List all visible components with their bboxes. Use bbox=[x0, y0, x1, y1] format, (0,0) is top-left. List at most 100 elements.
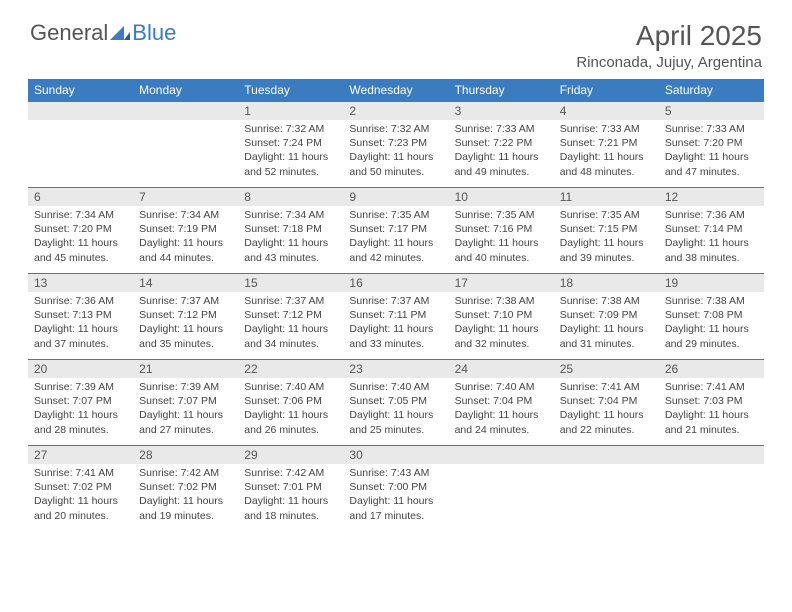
day-number: 23 bbox=[343, 360, 448, 378]
logo-triangle-icon bbox=[110, 26, 130, 40]
day-number: 15 bbox=[238, 274, 343, 292]
calendar-cell bbox=[554, 446, 659, 532]
day-number-empty bbox=[28, 102, 133, 120]
day-number: 17 bbox=[449, 274, 554, 292]
day-number-empty bbox=[554, 446, 659, 464]
day-details: Sunrise: 7:40 AMSunset: 7:06 PMDaylight:… bbox=[238, 378, 343, 439]
day-number: 19 bbox=[659, 274, 764, 292]
weekday-header: Monday bbox=[133, 79, 238, 102]
calendar-cell: 16Sunrise: 7:37 AMSunset: 7:11 PMDayligh… bbox=[343, 274, 448, 360]
day-number: 5 bbox=[659, 102, 764, 120]
day-details: Sunrise: 7:32 AMSunset: 7:23 PMDaylight:… bbox=[343, 120, 448, 181]
location-label: Rinconada, Jujuy, Argentina bbox=[576, 54, 762, 71]
calendar-cell: 3Sunrise: 7:33 AMSunset: 7:22 PMDaylight… bbox=[449, 102, 554, 188]
day-details: Sunrise: 7:41 AMSunset: 7:03 PMDaylight:… bbox=[659, 378, 764, 439]
day-details: Sunrise: 7:37 AMSunset: 7:12 PMDaylight:… bbox=[133, 292, 238, 353]
calendar-cell: 25Sunrise: 7:41 AMSunset: 7:04 PMDayligh… bbox=[554, 360, 659, 446]
calendar-cell: 22Sunrise: 7:40 AMSunset: 7:06 PMDayligh… bbox=[238, 360, 343, 446]
day-number: 21 bbox=[133, 360, 238, 378]
day-number: 2 bbox=[343, 102, 448, 120]
logo-text-blue: Blue bbox=[132, 20, 176, 46]
day-number: 7 bbox=[133, 188, 238, 206]
day-number: 1 bbox=[238, 102, 343, 120]
logo: General Blue bbox=[30, 20, 176, 46]
calendar-cell: 15Sunrise: 7:37 AMSunset: 7:12 PMDayligh… bbox=[238, 274, 343, 360]
day-number: 10 bbox=[449, 188, 554, 206]
weekday-header: Sunday bbox=[28, 79, 133, 102]
day-details: Sunrise: 7:42 AMSunset: 7:01 PMDaylight:… bbox=[238, 464, 343, 525]
day-details: Sunrise: 7:40 AMSunset: 7:05 PMDaylight:… bbox=[343, 378, 448, 439]
day-number: 30 bbox=[343, 446, 448, 464]
calendar-cell: 9Sunrise: 7:35 AMSunset: 7:17 PMDaylight… bbox=[343, 188, 448, 274]
calendar-cell bbox=[659, 446, 764, 532]
calendar-cell: 10Sunrise: 7:35 AMSunset: 7:16 PMDayligh… bbox=[449, 188, 554, 274]
weekday-header: Wednesday bbox=[343, 79, 448, 102]
weekday-header-row: SundayMondayTuesdayWednesdayThursdayFrid… bbox=[28, 79, 764, 102]
header: General Blue April 2025 Rinconada, Jujuy… bbox=[0, 0, 792, 79]
day-details: Sunrise: 7:35 AMSunset: 7:17 PMDaylight:… bbox=[343, 206, 448, 267]
day-details: Sunrise: 7:35 AMSunset: 7:15 PMDaylight:… bbox=[554, 206, 659, 267]
day-number-empty bbox=[133, 102, 238, 120]
day-number-empty bbox=[449, 446, 554, 464]
day-number-empty bbox=[659, 446, 764, 464]
calendar-table: SundayMondayTuesdayWednesdayThursdayFrid… bbox=[28, 79, 764, 532]
calendar-week-row: 6Sunrise: 7:34 AMSunset: 7:20 PMDaylight… bbox=[28, 188, 764, 274]
day-details: Sunrise: 7:34 AMSunset: 7:20 PMDaylight:… bbox=[28, 206, 133, 267]
calendar-week-row: 13Sunrise: 7:36 AMSunset: 7:13 PMDayligh… bbox=[28, 274, 764, 360]
day-number: 20 bbox=[28, 360, 133, 378]
calendar-cell bbox=[28, 102, 133, 188]
calendar-cell: 8Sunrise: 7:34 AMSunset: 7:18 PMDaylight… bbox=[238, 188, 343, 274]
day-number: 22 bbox=[238, 360, 343, 378]
calendar-cell: 2Sunrise: 7:32 AMSunset: 7:23 PMDaylight… bbox=[343, 102, 448, 188]
calendar-cell: 23Sunrise: 7:40 AMSunset: 7:05 PMDayligh… bbox=[343, 360, 448, 446]
calendar-cell: 27Sunrise: 7:41 AMSunset: 7:02 PMDayligh… bbox=[28, 446, 133, 532]
day-number: 6 bbox=[28, 188, 133, 206]
calendar-cell: 19Sunrise: 7:38 AMSunset: 7:08 PMDayligh… bbox=[659, 274, 764, 360]
day-number: 3 bbox=[449, 102, 554, 120]
month-title: April 2025 bbox=[576, 20, 762, 52]
calendar-cell bbox=[449, 446, 554, 532]
weekday-header: Saturday bbox=[659, 79, 764, 102]
day-details: Sunrise: 7:36 AMSunset: 7:13 PMDaylight:… bbox=[28, 292, 133, 353]
weekday-header: Friday bbox=[554, 79, 659, 102]
day-details: Sunrise: 7:37 AMSunset: 7:11 PMDaylight:… bbox=[343, 292, 448, 353]
day-details: Sunrise: 7:35 AMSunset: 7:16 PMDaylight:… bbox=[449, 206, 554, 267]
logo-text-general: General bbox=[30, 20, 108, 46]
day-details: Sunrise: 7:33 AMSunset: 7:22 PMDaylight:… bbox=[449, 120, 554, 181]
day-details: Sunrise: 7:32 AMSunset: 7:24 PMDaylight:… bbox=[238, 120, 343, 181]
day-details: Sunrise: 7:33 AMSunset: 7:21 PMDaylight:… bbox=[554, 120, 659, 181]
day-number: 18 bbox=[554, 274, 659, 292]
day-number: 27 bbox=[28, 446, 133, 464]
day-details: Sunrise: 7:38 AMSunset: 7:09 PMDaylight:… bbox=[554, 292, 659, 353]
day-details: Sunrise: 7:33 AMSunset: 7:20 PMDaylight:… bbox=[659, 120, 764, 181]
calendar-cell: 11Sunrise: 7:35 AMSunset: 7:15 PMDayligh… bbox=[554, 188, 659, 274]
day-number: 26 bbox=[659, 360, 764, 378]
weekday-header: Thursday bbox=[449, 79, 554, 102]
calendar-cell: 20Sunrise: 7:39 AMSunset: 7:07 PMDayligh… bbox=[28, 360, 133, 446]
day-details: Sunrise: 7:38 AMSunset: 7:08 PMDaylight:… bbox=[659, 292, 764, 353]
calendar-cell: 7Sunrise: 7:34 AMSunset: 7:19 PMDaylight… bbox=[133, 188, 238, 274]
calendar-cell: 24Sunrise: 7:40 AMSunset: 7:04 PMDayligh… bbox=[449, 360, 554, 446]
day-number: 9 bbox=[343, 188, 448, 206]
day-details: Sunrise: 7:34 AMSunset: 7:19 PMDaylight:… bbox=[133, 206, 238, 267]
day-details: Sunrise: 7:34 AMSunset: 7:18 PMDaylight:… bbox=[238, 206, 343, 267]
calendar-cell: 12Sunrise: 7:36 AMSunset: 7:14 PMDayligh… bbox=[659, 188, 764, 274]
weekday-header: Tuesday bbox=[238, 79, 343, 102]
day-details: Sunrise: 7:38 AMSunset: 7:10 PMDaylight:… bbox=[449, 292, 554, 353]
day-number: 8 bbox=[238, 188, 343, 206]
day-number: 24 bbox=[449, 360, 554, 378]
calendar-cell: 5Sunrise: 7:33 AMSunset: 7:20 PMDaylight… bbox=[659, 102, 764, 188]
day-number: 28 bbox=[133, 446, 238, 464]
calendar-week-row: 1Sunrise: 7:32 AMSunset: 7:24 PMDaylight… bbox=[28, 102, 764, 188]
calendar-cell bbox=[133, 102, 238, 188]
calendar-cell: 26Sunrise: 7:41 AMSunset: 7:03 PMDayligh… bbox=[659, 360, 764, 446]
calendar-cell: 17Sunrise: 7:38 AMSunset: 7:10 PMDayligh… bbox=[449, 274, 554, 360]
calendar-cell: 13Sunrise: 7:36 AMSunset: 7:13 PMDayligh… bbox=[28, 274, 133, 360]
day-details: Sunrise: 7:36 AMSunset: 7:14 PMDaylight:… bbox=[659, 206, 764, 267]
day-details: Sunrise: 7:41 AMSunset: 7:04 PMDaylight:… bbox=[554, 378, 659, 439]
day-number: 25 bbox=[554, 360, 659, 378]
day-details: Sunrise: 7:40 AMSunset: 7:04 PMDaylight:… bbox=[449, 378, 554, 439]
day-number: 14 bbox=[133, 274, 238, 292]
calendar-week-row: 27Sunrise: 7:41 AMSunset: 7:02 PMDayligh… bbox=[28, 446, 764, 532]
day-details: Sunrise: 7:43 AMSunset: 7:00 PMDaylight:… bbox=[343, 464, 448, 525]
